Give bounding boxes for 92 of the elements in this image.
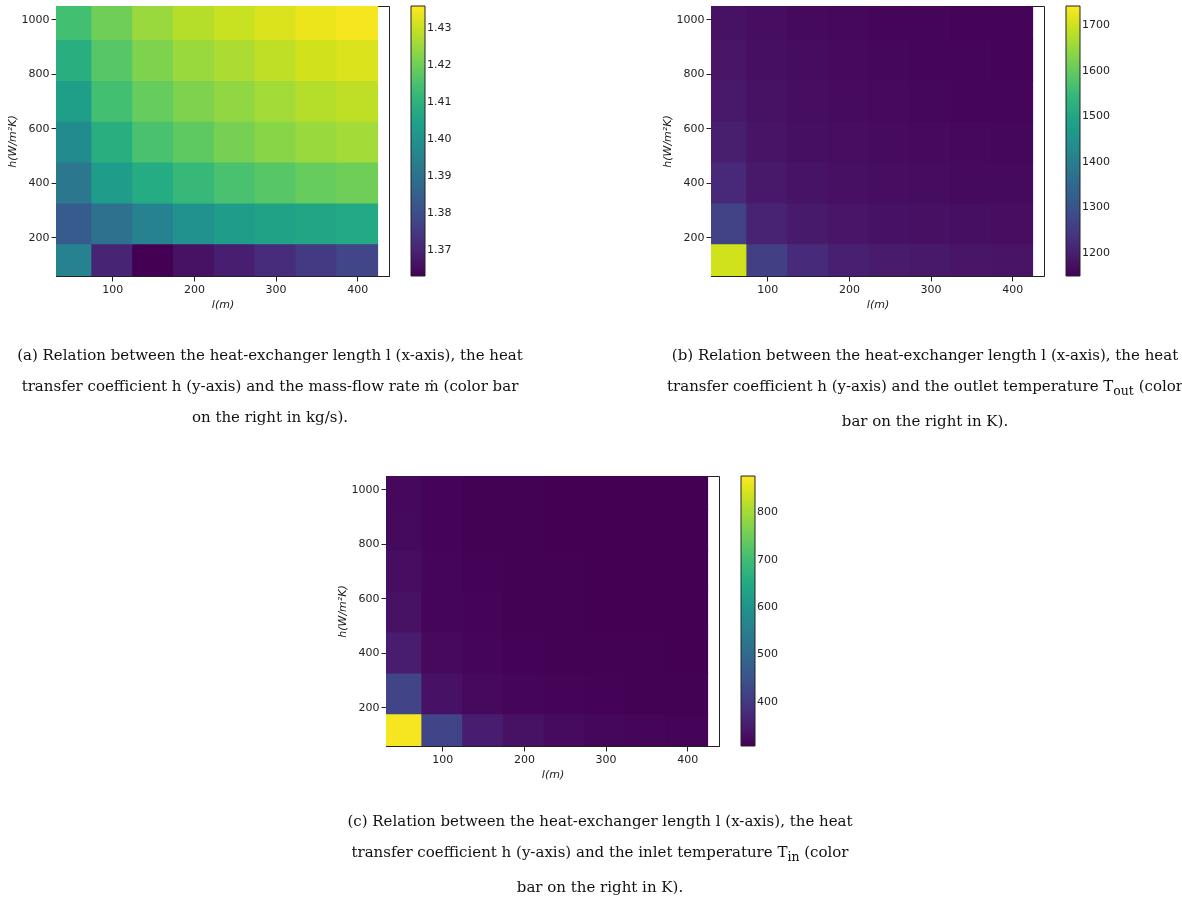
point (132, 39, 175, 81)
y-tick-label: 800 (683, 67, 705, 81)
point (254, 39, 297, 81)
y-tick-label: 1000 (676, 12, 705, 26)
y-tick-label: 800 (28, 67, 50, 81)
point (91, 161, 134, 204)
color-bar-label: 1.39 (427, 169, 452, 183)
point (336, 79, 379, 122)
x-tick-label: 300 (920, 282, 942, 296)
point (91, 79, 134, 122)
point (991, 120, 1034, 163)
color-bar-label: 1.37 (427, 243, 452, 257)
point (295, 39, 338, 81)
text: (a) Relation between the heat-exchanger length l (x-axis), the heat transfer coefficient h (y-axis) and the mass-flow rate ṁ (color bar on the right in kg/s). (16, 345, 524, 428)
point (991, 79, 1034, 122)
point (336, 120, 379, 163)
point (173, 39, 215, 81)
color-bar-label: 1200 (1082, 245, 1110, 259)
y-tick-label: 1000 (351, 482, 380, 496)
point (132, 161, 175, 204)
text: (c) Relation between the heat-exchanger length l (x-axis), the heat transfer coefficient h (y-axis) and the inlet temperature T$_{in}$ (color bar on the right in K). (347, 812, 853, 896)
color-bar-label: 1.40 (427, 132, 452, 146)
color-bar-label: 1300 (1082, 200, 1110, 214)
y-tick-label: 400 (358, 646, 380, 660)
x-tick-label: 200 (838, 282, 860, 296)
y-tick-label: 200 (358, 700, 380, 714)
y-axis-title: h(W/m²K) (660, 115, 674, 168)
x-tick-label: 400 (1002, 282, 1024, 296)
x-tick-label: 400 (347, 282, 369, 296)
y-tick-label: 800 (358, 537, 380, 551)
x-axis-title: l(m) (866, 297, 890, 311)
point (991, 39, 1034, 81)
color-bar-label: 1500 (1082, 109, 1110, 123)
point (336, 39, 379, 81)
y-axis-title: h(W/m²K) (335, 585, 349, 638)
x-axis-title: l(m) (211, 297, 235, 311)
point (746, 161, 789, 204)
color-bar-label: 600 (757, 599, 778, 613)
point (254, 79, 297, 122)
color-bar-label: 1400 (1082, 154, 1110, 168)
point (173, 79, 215, 122)
x-tick-label: 200 (183, 282, 205, 296)
point (173, 161, 215, 204)
point (295, 79, 338, 122)
point (213, 161, 256, 204)
color-bar-label: 400 (757, 694, 778, 708)
x-tick-label: 200 (513, 752, 535, 766)
color-bar-label: 1.42 (427, 58, 452, 72)
color-bar-label: 1700 (1082, 18, 1110, 32)
point (91, 39, 134, 81)
color-bar-label: 800 (757, 505, 778, 519)
point (254, 161, 297, 204)
point (666, 549, 709, 592)
y-tick-label: 600 (683, 121, 705, 135)
point (213, 79, 256, 122)
x-tick-label: 300 (595, 752, 617, 766)
point (213, 120, 256, 163)
point (666, 590, 709, 633)
color-bar-label: 1600 (1082, 63, 1110, 77)
y-tick-label: 600 (358, 591, 380, 605)
y-tick-label: 400 (28, 176, 50, 190)
y-tick-label: 400 (683, 176, 705, 190)
x-tick-label: 100 (757, 282, 779, 296)
point (132, 120, 175, 163)
point (421, 631, 464, 674)
point (336, 161, 379, 204)
point (213, 39, 256, 81)
point (91, 120, 134, 163)
y-tick-label: 1000 (21, 12, 50, 26)
x-tick-label: 100 (432, 752, 454, 766)
color-bar-label: 700 (757, 552, 778, 566)
color-bar-label: 500 (757, 647, 778, 661)
y-axis-title: h(W/m²K) (5, 115, 19, 168)
color-bar-label: 1.41 (427, 95, 452, 109)
y-tick-label: 600 (28, 121, 50, 135)
color-bar-label: 1.38 (427, 206, 452, 220)
point (173, 120, 215, 163)
point (295, 161, 338, 204)
point (746, 120, 789, 163)
point (991, 161, 1034, 204)
point (254, 120, 297, 163)
y-tick-label: 200 (683, 230, 705, 244)
point (666, 631, 709, 674)
y-tick-label: 200 (28, 230, 50, 244)
x-tick-label: 300 (265, 282, 287, 296)
point (295, 120, 338, 163)
x-tick-label: 100 (102, 282, 124, 296)
x-axis-title: l(m) (541, 767, 565, 781)
point (421, 590, 464, 633)
point (666, 509, 709, 551)
point (132, 79, 175, 122)
color-bar-label: 1.43 (427, 21, 452, 35)
